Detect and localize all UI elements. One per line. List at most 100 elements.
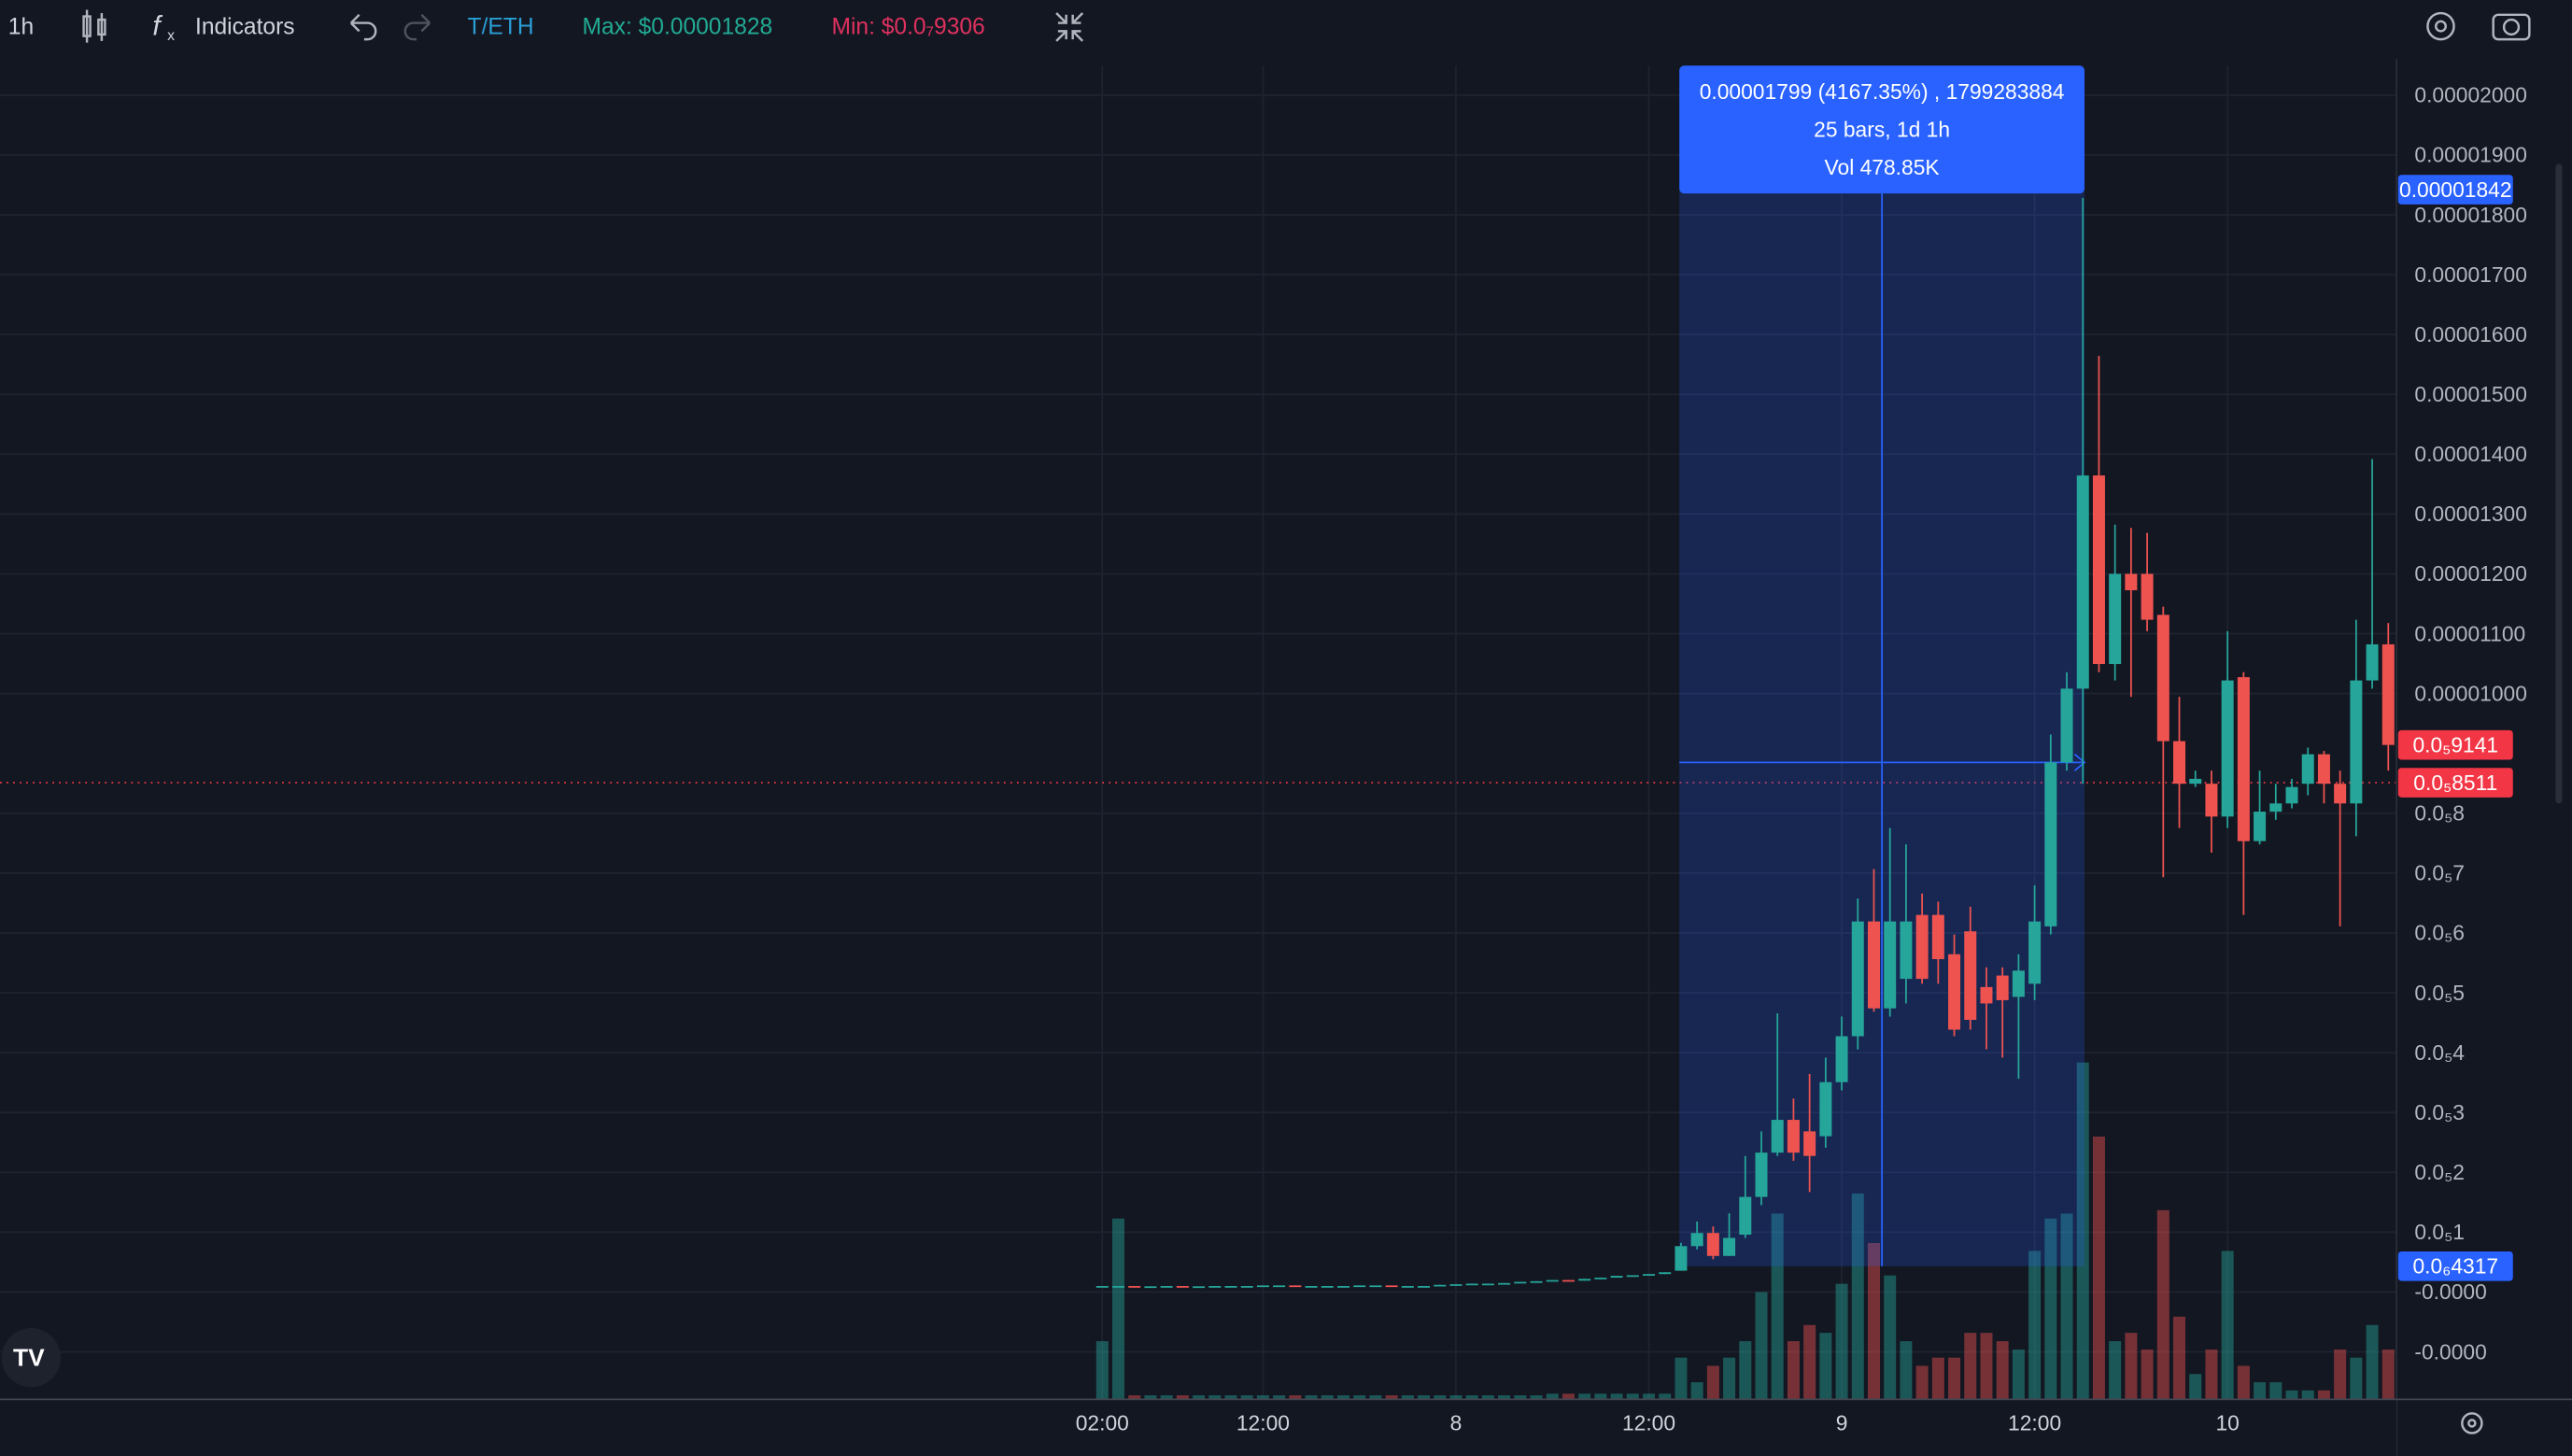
candle-body: [2092, 475, 2105, 665]
volume-bar: [1353, 1395, 1366, 1399]
volume-bar: [1434, 1395, 1447, 1399]
candle-body: [1418, 1286, 1431, 1288]
price-tick-label: 0.0₅6: [2414, 921, 2465, 945]
time-tick-label: 8: [1450, 1411, 1463, 1435]
volume-bar: [1996, 1341, 2009, 1399]
volume-bar: [1659, 1393, 1672, 1399]
volume-bar: [1610, 1393, 1623, 1399]
candle-body: [1095, 1286, 1109, 1288]
candle-body: [1610, 1276, 1623, 1279]
measure-tooltip-text: 25 bars, 1d 1h: [1814, 117, 1950, 141]
price-tick-label: 0.00001500: [2414, 382, 2527, 406]
price-tick-label: 0.00001400: [2414, 442, 2527, 466]
candle-body: [1851, 921, 1864, 1037]
candle-body: [1594, 1278, 1607, 1279]
candle-body: [2221, 680, 2234, 817]
candle-body: [1193, 1286, 1206, 1289]
measure-tooltip: [1679, 65, 2085, 194]
price-tick-label: 0.00001100: [2414, 621, 2525, 645]
candle-body: [1803, 1131, 1816, 1156]
candle-body: [1626, 1275, 1639, 1278]
candle-body: [1321, 1286, 1334, 1288]
volume-bar: [1128, 1395, 1141, 1399]
volume-bar: [1578, 1393, 1591, 1399]
price-tick-label: 0.0₅8: [2414, 801, 2465, 826]
candle-body: [1819, 1081, 1832, 1137]
candle-body: [1659, 1272, 1672, 1275]
scrollbar[interactable]: [2555, 163, 2563, 804]
volume-bar: [1835, 1283, 1848, 1399]
redo-button[interactable]: [403, 13, 431, 41]
candle-body: [2350, 680, 2363, 804]
volume-bar: [1931, 1357, 1944, 1399]
interval-button[interactable]: 1h: [8, 14, 34, 39]
candle-body: [1256, 1285, 1269, 1288]
indicators-icon[interactable]: f: [152, 11, 163, 42]
volume-bar: [1675, 1357, 1688, 1399]
candle-body: [1465, 1283, 1478, 1286]
volume-bar: [1449, 1395, 1463, 1399]
candle-body: [2044, 762, 2057, 926]
measure-arrow: [2073, 753, 2086, 771]
symbol-label[interactable]: T/ETH: [468, 14, 534, 39]
price-tick-label: 0.0₅1: [2414, 1220, 2465, 1244]
candle-body: [1160, 1286, 1173, 1288]
undo-button[interactable]: [349, 13, 377, 41]
screenshot-button[interactable]: [2492, 13, 2531, 41]
volume-bar: [1771, 1213, 1784, 1399]
candle-body: [1128, 1286, 1141, 1288]
candle-body: [1385, 1285, 1398, 1288]
price-tick-label: -0.0000: [2414, 1279, 2486, 1304]
candle-body: [1336, 1286, 1350, 1288]
volume-bar: [1562, 1393, 1575, 1399]
volume-bar: [2092, 1136, 2105, 1399]
chart-type-button[interactable]: [82, 9, 106, 43]
tradingview-logo[interactable]: TV: [1, 1328, 61, 1388]
volume-bar: [1787, 1341, 1800, 1399]
axis-settings-button[interactable]: [2461, 1412, 2483, 1435]
time-tick-label: 12:00: [2008, 1411, 2061, 1435]
volume-bar: [1739, 1341, 1752, 1399]
time-tick-label: 10: [2215, 1411, 2239, 1435]
volume-bar: [1900, 1341, 1913, 1399]
measure-tooltip-text: Vol 478.85K: [1825, 155, 1940, 179]
indicators-icon-sub[interactable]: x: [167, 28, 175, 44]
volume-bar: [2301, 1390, 2314, 1399]
compress-button[interactable]: [1055, 12, 1084, 42]
candle-body: [2028, 921, 2042, 984]
volume-bar: [1481, 1395, 1494, 1399]
candle-body: [1514, 1281, 1527, 1284]
candle-body: [1964, 931, 1977, 1020]
candle-body: [1931, 914, 1944, 960]
candle-body: [1643, 1274, 1656, 1276]
price-tick-label: 0.00001800: [2414, 203, 2527, 227]
candle-body: [1546, 1279, 1559, 1282]
price-tag-label: 0.0₆4317: [2412, 1254, 2498, 1279]
time-axis-panel: [0, 1400, 2397, 1456]
volume-bar: [2237, 1365, 2250, 1399]
volume-bar: [2156, 1209, 2169, 1399]
indicators-button[interactable]: Indicators: [195, 14, 295, 39]
price-tick-label: 0.00001300: [2414, 502, 2527, 526]
candle-body: [1690, 1233, 1703, 1247]
candle-body: [1498, 1282, 1511, 1285]
volume-bar: [1465, 1395, 1478, 1399]
price-tick-label: 0.0₅3: [2414, 1100, 2465, 1124]
candle-body: [2366, 643, 2379, 681]
candle-body: [1755, 1152, 1768, 1197]
candle-body: [1176, 1286, 1189, 1288]
candle-body: [2205, 784, 2218, 817]
candle-body: [2381, 643, 2395, 745]
volume-bar: [1336, 1395, 1350, 1399]
volume-bar: [2141, 1350, 2154, 1399]
settings-button[interactable]: [2426, 11, 2455, 41]
price-tag-label: 0.0₅8511: [2413, 770, 2497, 795]
volume-bar: [1948, 1357, 1961, 1399]
candle-body: [2301, 754, 2314, 785]
candle-body: [1240, 1286, 1253, 1288]
volume-bar: [1111, 1218, 1124, 1399]
candle-body: [1481, 1283, 1494, 1286]
time-tick-label: 02:00: [1076, 1411, 1129, 1435]
